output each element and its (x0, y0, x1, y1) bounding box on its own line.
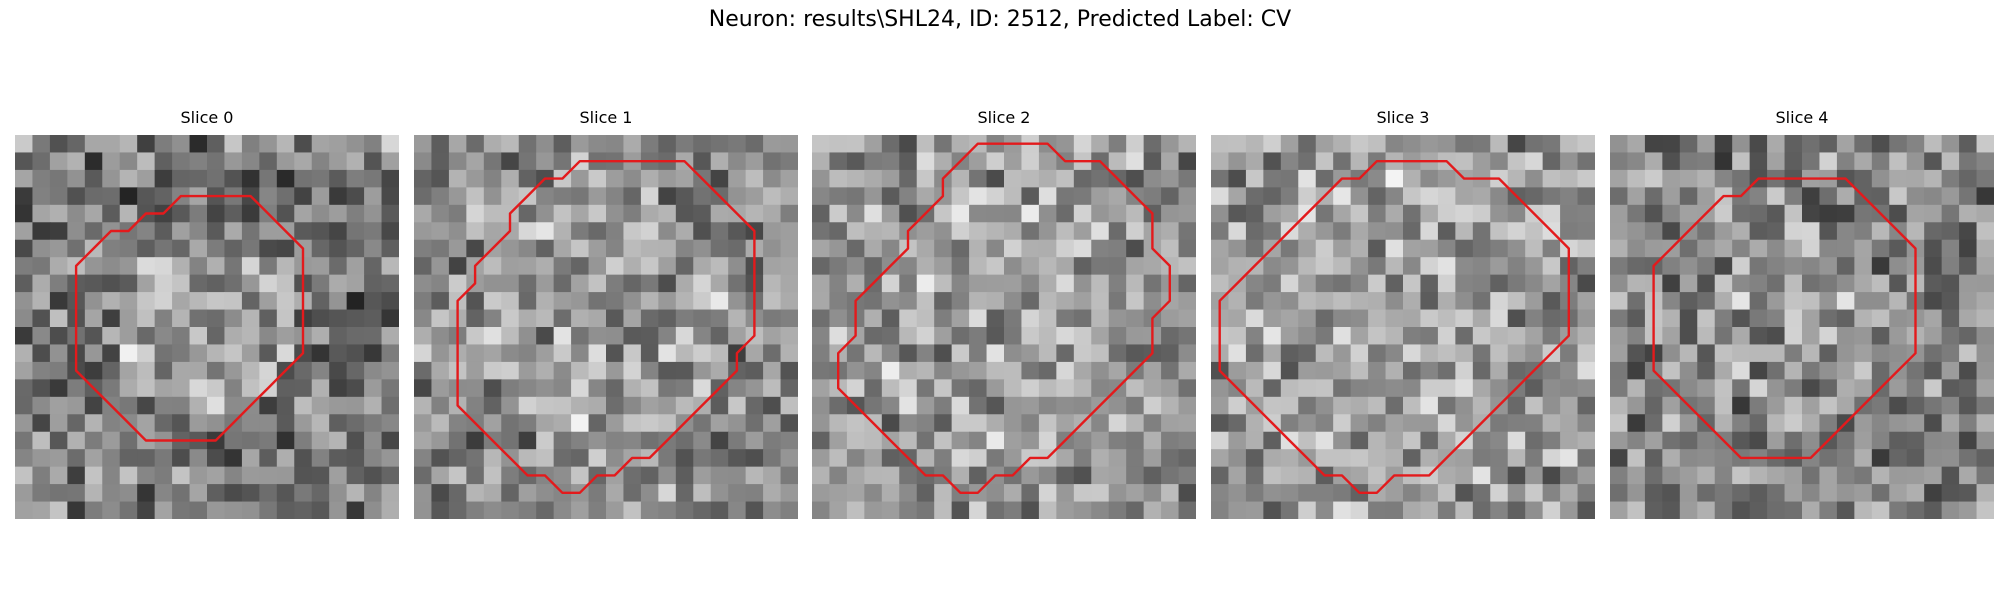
slice-image (1610, 135, 1994, 519)
segmentation-outline (74, 194, 305, 442)
slice-image (812, 135, 1196, 519)
segmentation-outline (837, 142, 1171, 494)
slice-title: Slice 2 (977, 108, 1031, 127)
segmentation-outline (456, 160, 756, 494)
pixel-grid (15, 135, 399, 519)
pixel-grid (414, 135, 798, 519)
slice-title: Slice 4 (1775, 108, 1829, 127)
pixel-grid (1211, 135, 1595, 519)
figure-title: Neuron: results\SHL24, ID: 2512, Predict… (708, 7, 1292, 32)
pixel-grid (1610, 135, 1994, 519)
slice-title: Slice 0 (180, 108, 234, 127)
segmentation-outline (1218, 160, 1570, 494)
slice-title: Slice 1 (579, 108, 633, 127)
slice-title: Slice 3 (1376, 108, 1430, 127)
pixel-grid (812, 135, 1196, 519)
slice-image (1211, 135, 1595, 519)
segmentation-outline (1652, 177, 1917, 460)
slice-image (15, 135, 399, 519)
slice-image (414, 135, 798, 519)
